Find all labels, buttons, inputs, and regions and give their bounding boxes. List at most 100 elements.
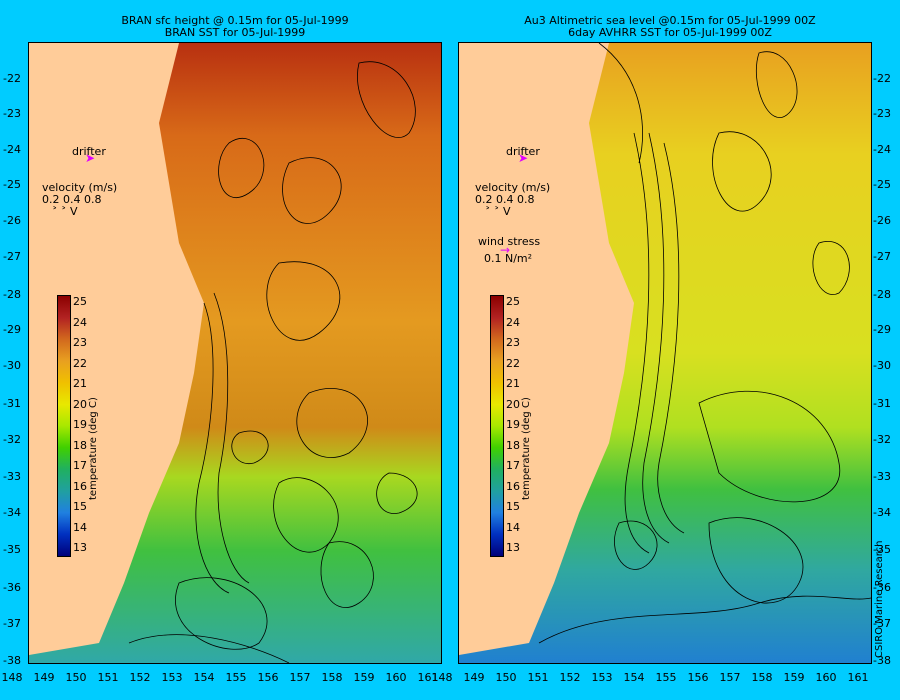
lon-tick: 153 <box>591 671 613 684</box>
lat-tick: -32 <box>3 433 21 446</box>
left-land <box>29 43 204 655</box>
lon-tick: 154 <box>193 671 215 684</box>
lat-tick: -33 <box>3 470 21 483</box>
lon-tick: 149 <box>463 671 485 684</box>
colorbar-tick-label: 14 <box>73 520 87 534</box>
left-title-line1: BRAN sfc height @ 0.15m for 05-Jul-1999 <box>121 14 349 27</box>
lon-tick: 154 <box>623 671 645 684</box>
left-colorbar <box>57 295 71 557</box>
lat-tick: -22 <box>873 72 891 85</box>
lat-tick: -35 <box>3 543 21 556</box>
lat-tick: -26 <box>873 214 891 227</box>
left-velocity-label: velocity (m/s) <box>42 181 118 194</box>
lat-tick: -25 <box>3 178 21 191</box>
left-colorbar-title: temperature (deg C) <box>88 397 99 500</box>
right-colorbar <box>490 295 504 557</box>
lat-tick: -34 <box>873 506 891 519</box>
lon-tick: 161 <box>847 671 869 684</box>
lat-tick: -27 <box>3 250 21 263</box>
lon-tick: 161 <box>417 671 439 684</box>
lat-tick: -32 <box>873 433 891 446</box>
lat-tick: -29 <box>3 323 21 336</box>
lon-tick: 150 <box>495 671 517 684</box>
left-title-line2: BRAN SST for 05-Jul-1999 <box>164 26 306 39</box>
wind-stress-value: 0.1 N/m² <box>484 252 533 265</box>
lat-tick: -28 <box>873 288 891 301</box>
lon-tick: 160 <box>385 671 407 684</box>
colorbar-tick-label: 18 <box>506 438 520 452</box>
lon-tick: 160 <box>815 671 837 684</box>
right-title-line2: 6day AVHRR SST for 05-Jul-1999 00Z <box>568 26 772 39</box>
lat-tick: -34 <box>3 506 21 519</box>
lat-tick: -37 <box>873 617 891 630</box>
colorbar-tick-label: 23 <box>73 336 87 349</box>
wind-stress-label: wind stress <box>478 235 541 248</box>
colorbar-tick-label: 24 <box>73 315 87 329</box>
right-contours <box>538 43 871 644</box>
lat-tick: -35 <box>873 543 891 556</box>
lon-tick: 150 <box>65 671 87 684</box>
colorbar-tick-label: 15 <box>506 500 520 513</box>
lon-tick: 157 <box>289 671 311 684</box>
colorbar-tick-label: 20 <box>506 397 520 411</box>
lon-tick: 157 <box>719 671 741 684</box>
colorbar-tick-label: 21 <box>73 377 87 390</box>
left-title: BRAN sfc height @ 0.15m for 05-Jul-1999 … <box>95 15 375 39</box>
lon-tick: 151 <box>97 671 119 684</box>
lat-tick: -29 <box>873 323 891 336</box>
wind-stress-arrow-icon: → <box>500 243 511 257</box>
colorbar-tick-label: 22 <box>73 356 87 370</box>
lon-tick: 152 <box>129 671 151 684</box>
right-velocity-scale: 0.2 0.4 0.8 <box>475 193 535 206</box>
colorbar-tick-label: 20 <box>73 397 87 411</box>
lat-tick: -26 <box>3 214 21 227</box>
left-drifter-arrow-icon: ➤ <box>85 151 96 165</box>
right-title: Au3 Altimetric sea level @0.15m for 05-J… <box>510 15 830 39</box>
lat-tick: -33 <box>873 470 891 483</box>
colorbar-tick-label: 18 <box>73 438 87 452</box>
colorbar-tick-label: 22 <box>506 356 520 370</box>
colorbar-tick-label: 25 <box>73 295 87 308</box>
lon-tick: 156 <box>687 671 709 684</box>
left-sst-map <box>28 42 442 664</box>
lat-tick: -31 <box>3 397 21 410</box>
lat-tick: -25 <box>873 178 891 191</box>
lat-tick: -36 <box>3 581 21 594</box>
lon-tick: 152 <box>559 671 581 684</box>
lon-tick: 151 <box>527 671 549 684</box>
lat-tick: -36 <box>873 581 891 594</box>
colorbar-tick-label: 17 <box>73 459 87 472</box>
right-sst-map <box>458 42 872 664</box>
lat-tick: -22 <box>3 72 21 85</box>
colorbar-tick-label: 13 <box>506 541 520 554</box>
lon-tick: 148 <box>1 671 23 684</box>
lat-tick: -23 <box>873 107 891 120</box>
colorbar-tick-label: 16 <box>73 479 87 493</box>
left-velocity-scale: 0.2 0.4 0.8 <box>42 193 102 206</box>
lon-tick: 156 <box>257 671 279 684</box>
lon-tick: 158 <box>751 671 773 684</box>
colorbar-tick-label: 16 <box>506 479 520 493</box>
lon-tick: 159 <box>783 671 805 684</box>
colorbar-tick-label: 23 <box>506 336 520 349</box>
colorbar-tick-label: 13 <box>73 541 87 554</box>
left-contours <box>128 61 418 663</box>
lat-tick: -31 <box>873 397 891 410</box>
lon-tick: 155 <box>655 671 677 684</box>
colorbar-tick-label: 21 <box>506 377 520 390</box>
lon-tick: 148 <box>431 671 453 684</box>
lat-tick: -30 <box>3 359 21 372</box>
right-title-line1: Au3 Altimetric sea level @0.15m for 05-J… <box>524 14 816 27</box>
left-drifter-label: drifter <box>72 145 106 158</box>
lon-tick: 158 <box>321 671 343 684</box>
colorbar-tick-label: 25 <box>506 295 520 308</box>
colorbar-tick-label: 17 <box>506 459 520 472</box>
lon-tick: 153 <box>161 671 183 684</box>
right-colorbar-title: temperature (deg C) <box>521 397 532 500</box>
right-drifter-label: drifter <box>506 145 540 158</box>
lat-tick: -38 <box>3 654 21 667</box>
lat-tick: -37 <box>3 617 21 630</box>
lat-tick: -23 <box>3 107 21 120</box>
left-velocity-arrows-icon: ˃ ˃ V <box>52 205 78 218</box>
colorbar-tick-label: 14 <box>506 520 520 534</box>
